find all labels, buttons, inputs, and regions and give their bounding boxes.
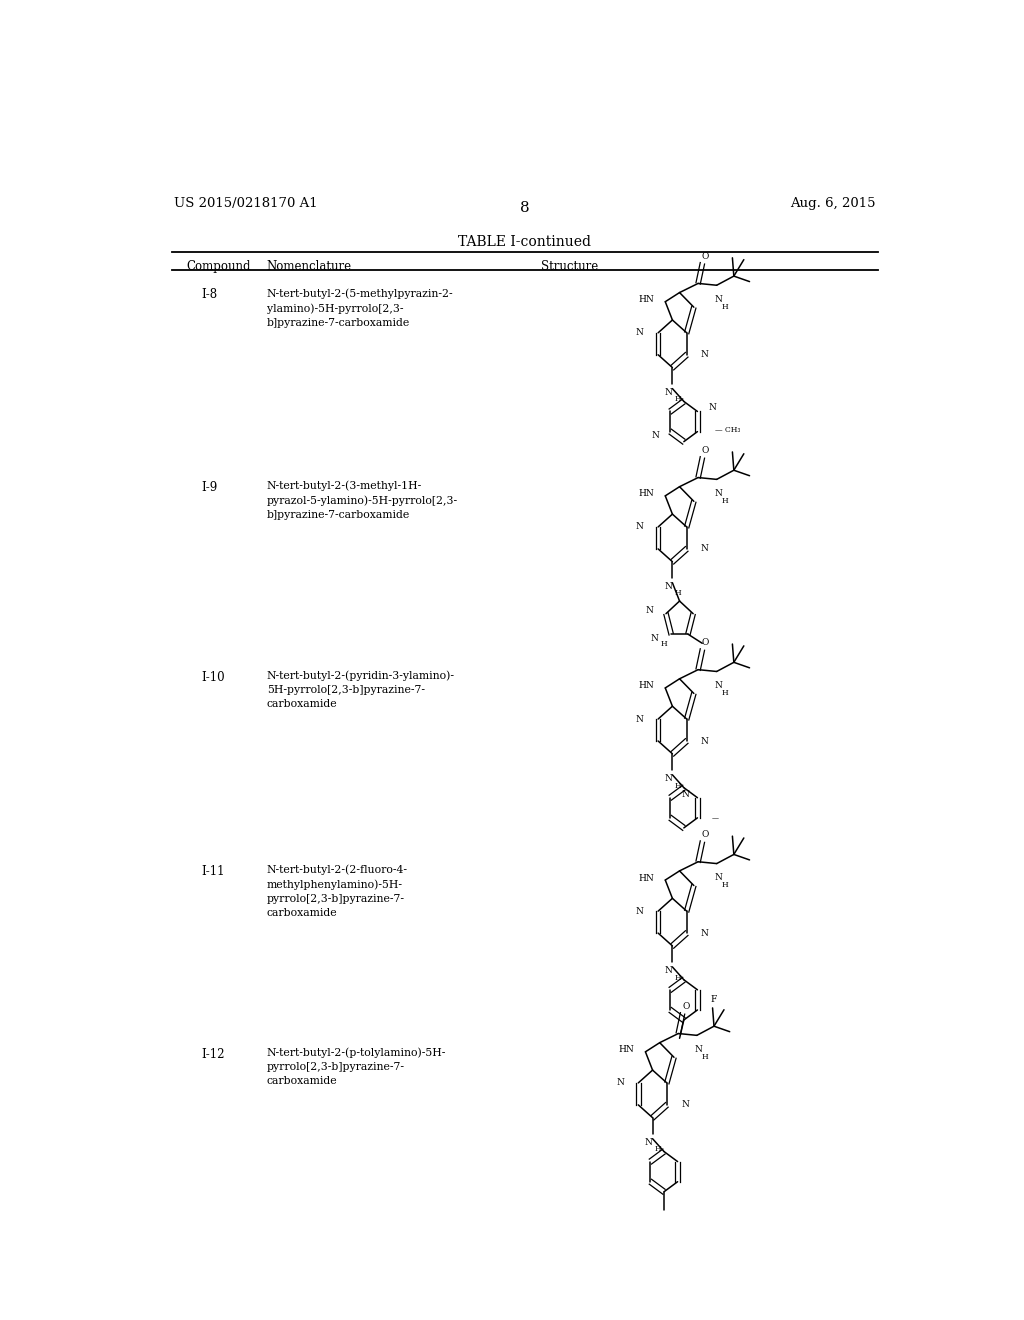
Text: N: N [665, 774, 673, 783]
Text: N-tert-butyl-2-(5-methylpyrazin-2-
ylamino)-5H-pyrrolo[2,3-
b]pyrazine-7-carboxa: N-tert-butyl-2-(5-methylpyrazin-2- ylami… [267, 289, 454, 327]
Text: I-11: I-11 [201, 865, 224, 878]
Text: N: N [651, 432, 659, 440]
Text: N: N [701, 544, 709, 553]
Text: H: H [675, 395, 681, 404]
Text: O: O [682, 1002, 689, 1011]
Text: HN: HN [638, 296, 654, 304]
Text: H: H [654, 1146, 662, 1154]
Text: —: — [712, 814, 719, 822]
Text: H: H [675, 974, 681, 982]
Text: N: N [715, 490, 722, 498]
Text: H: H [675, 590, 681, 598]
Text: N: N [681, 1101, 689, 1109]
Text: N: N [715, 294, 722, 304]
Text: H: H [721, 880, 728, 888]
Text: N: N [645, 606, 653, 615]
Text: F: F [710, 995, 717, 1005]
Text: TABLE I-continued: TABLE I-continued [459, 235, 591, 248]
Text: N: N [715, 874, 722, 882]
Text: H: H [721, 302, 728, 310]
Text: — CH₃: — CH₃ [715, 425, 740, 433]
Text: H: H [721, 689, 728, 697]
Text: I-8: I-8 [201, 289, 217, 301]
Text: N: N [681, 791, 689, 799]
Text: Compound: Compound [186, 260, 251, 273]
Text: O: O [701, 638, 710, 647]
Text: O: O [701, 830, 710, 840]
Text: N: N [694, 1045, 702, 1055]
Text: N: N [636, 329, 644, 338]
Text: H: H [701, 1052, 709, 1061]
Text: H: H [675, 781, 681, 789]
Text: N: N [701, 737, 709, 746]
Text: O: O [701, 252, 710, 260]
Text: N: N [636, 523, 644, 532]
Text: 8: 8 [520, 201, 529, 215]
Text: US 2015/0218170 A1: US 2015/0218170 A1 [174, 197, 317, 210]
Text: N: N [636, 714, 644, 723]
Text: N: N [636, 907, 644, 916]
Text: HN: HN [618, 1045, 634, 1055]
Text: N: N [701, 350, 709, 359]
Text: N-tert-butyl-2-(p-tolylamino)-5H-
pyrrolo[2,3-b]pyrazine-7-
carboxamide: N-tert-butyl-2-(p-tolylamino)-5H- pyrrol… [267, 1048, 446, 1086]
Text: N: N [616, 1078, 624, 1088]
Text: I-9: I-9 [201, 480, 217, 494]
Text: N-tert-butyl-2-(2-fluoro-4-
methylphenylamino)-5H-
pyrrolo[2,3-b]pyrazine-7-
car: N-tert-butyl-2-(2-fluoro-4- methylphenyl… [267, 865, 408, 919]
Text: H: H [660, 640, 668, 648]
Text: N: N [665, 388, 673, 397]
Text: N: N [645, 1138, 652, 1147]
Text: N-tert-butyl-2-(3-methyl-1H-
pyrazol-5-ylamino)-5H-pyrrolo[2,3-
b]pyrazine-7-car: N-tert-butyl-2-(3-methyl-1H- pyrazol-5-y… [267, 480, 458, 520]
Text: HN: HN [638, 681, 654, 690]
Text: HN: HN [638, 490, 654, 499]
Text: N: N [665, 966, 673, 975]
Text: N-tert-butyl-2-(pyridin-3-ylamino)-
5H-pyrrolo[2,3-b]pyrazine-7-
carboxamide: N-tert-butyl-2-(pyridin-3-ylamino)- 5H-p… [267, 671, 455, 709]
Text: I-10: I-10 [201, 671, 224, 684]
Text: Structure: Structure [541, 260, 598, 273]
Text: Aug. 6, 2015: Aug. 6, 2015 [791, 197, 876, 210]
Text: N: N [650, 634, 658, 643]
Text: O: O [701, 446, 710, 455]
Text: N: N [709, 403, 717, 412]
Text: HN: HN [638, 874, 654, 883]
Text: N: N [665, 582, 673, 591]
Text: N: N [701, 928, 709, 937]
Text: H: H [721, 496, 728, 504]
Text: Nomenclature: Nomenclature [267, 260, 352, 273]
Text: I-12: I-12 [201, 1048, 224, 1061]
Text: N: N [715, 681, 722, 690]
